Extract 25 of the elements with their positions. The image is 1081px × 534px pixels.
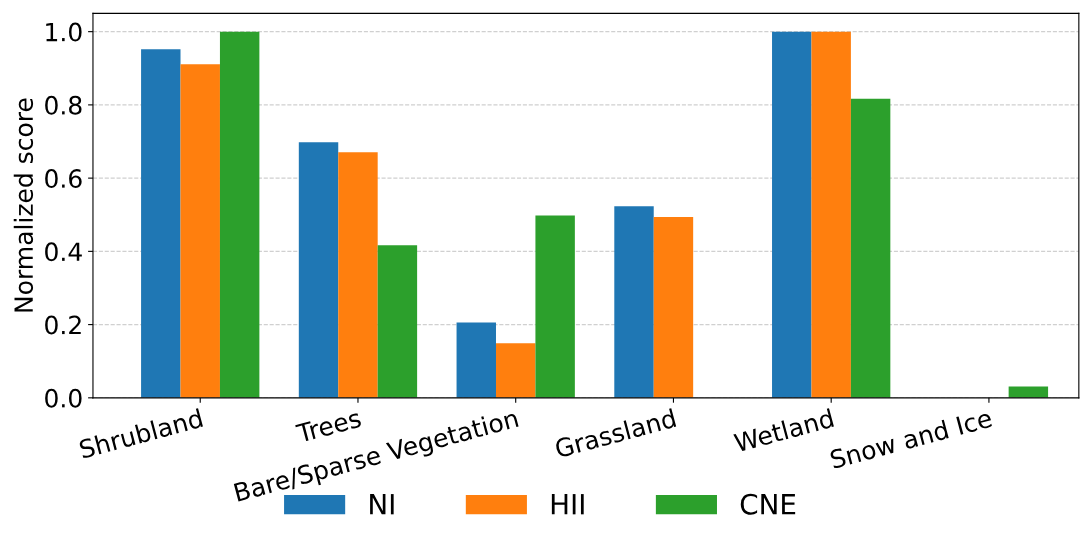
bar xyxy=(219,31,260,398)
bar xyxy=(338,152,378,398)
y-tick-label: 0.0 xyxy=(45,388,82,408)
bar xyxy=(850,98,891,398)
y-tick-label: 0.6 xyxy=(45,169,82,188)
bar xyxy=(456,322,496,398)
bar xyxy=(614,206,654,398)
y-tick-label: 0.4 xyxy=(45,242,82,262)
y-tick-label: 1.0 xyxy=(46,22,82,42)
legend-label: CNE xyxy=(740,493,796,515)
legend-label: HII xyxy=(551,494,584,515)
bar xyxy=(141,49,181,398)
bar xyxy=(811,31,851,398)
bar xyxy=(495,343,536,398)
bar xyxy=(1008,386,1049,398)
bar xyxy=(180,64,220,398)
bar xyxy=(653,216,694,398)
bar xyxy=(298,142,339,398)
y-axis-title: Normalized score xyxy=(13,98,34,312)
bar xyxy=(772,31,812,398)
bar xyxy=(535,215,575,398)
y-tick-label: 0.2 xyxy=(45,315,81,335)
y-tick-label: 0.8 xyxy=(45,95,82,115)
x-tick-label: Trees xyxy=(295,408,362,444)
bar xyxy=(377,245,418,398)
